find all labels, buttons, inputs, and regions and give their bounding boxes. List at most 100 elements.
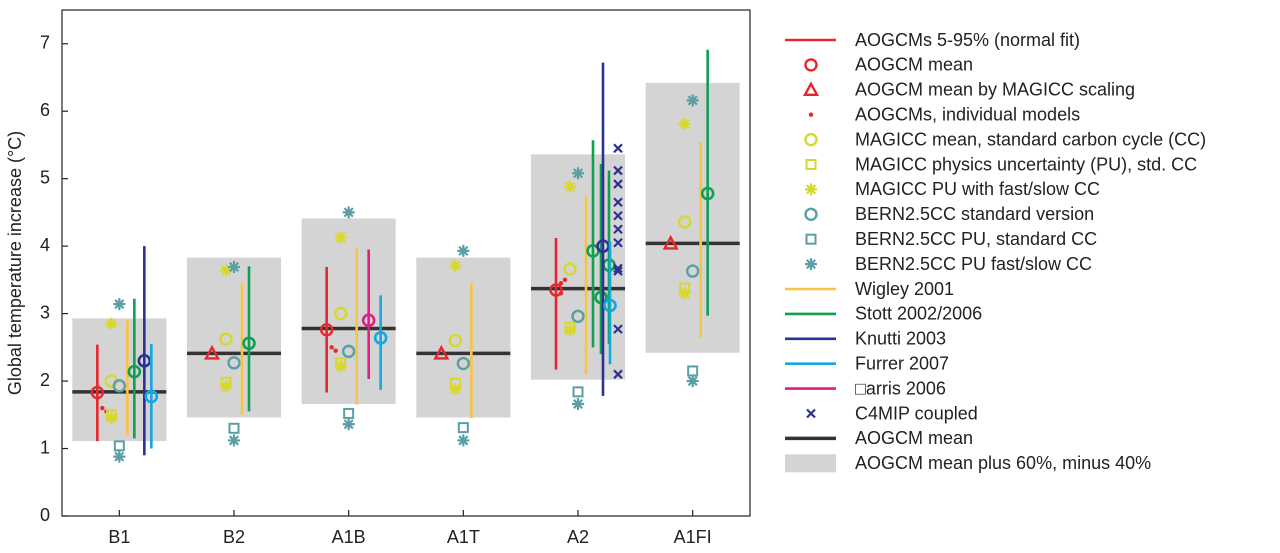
marker (562, 277, 568, 283)
marker (572, 398, 584, 411)
marker (449, 259, 462, 272)
legend-swatch (804, 58, 818, 72)
marker (228, 434, 240, 447)
legend-item: AOGCMs, individual models (808, 104, 1080, 124)
legend-item: Wigley 2001 (785, 279, 954, 299)
legend-swatch (804, 207, 818, 222)
range-mean (594, 290, 608, 305)
legend-swatch (808, 112, 814, 117)
marker (228, 422, 240, 434)
plot-frame (61, 9, 751, 517)
legend-swatch (805, 183, 817, 196)
legend-item: Knutti 2003 (785, 329, 946, 349)
marker (457, 244, 470, 257)
y-tick-label: 3 (40, 302, 50, 322)
range-mean (361, 313, 376, 328)
legend-item: MAGICC physics uncertainty (PU), std. CC (805, 154, 1197, 174)
range-mean (373, 331, 388, 345)
marker (100, 405, 105, 411)
legend-swatch (804, 132, 818, 147)
marker (558, 291, 564, 296)
marker (220, 380, 232, 393)
range-box (186, 257, 282, 418)
marker (334, 231, 347, 244)
marker (613, 179, 623, 189)
marker (105, 412, 118, 425)
marker (613, 210, 623, 221)
marker (613, 237, 623, 248)
y-tick-label: 0 (40, 505, 50, 525)
legend-item: BERN2.5CC PU fast/slow CC (805, 254, 1092, 274)
marker (333, 306, 348, 321)
marker (219, 332, 233, 346)
marker (329, 345, 334, 350)
legend-item: C4MIP coupled (806, 403, 978, 423)
legend-label: BERN2.5CC PU fast/slow CC (855, 254, 1092, 274)
marker (685, 264, 700, 278)
legend-item: MAGICC PU with fast/slow CC (805, 179, 1100, 199)
legend-label: Stott 2002/2006 (855, 304, 982, 324)
marker (613, 324, 623, 334)
legend-label: Furrer 2007 (855, 353, 949, 373)
x-tick-label: A2 (567, 527, 589, 547)
marker (571, 309, 585, 323)
marker (456, 356, 471, 371)
marker (319, 323, 334, 337)
marker (448, 333, 463, 348)
range-box (645, 82, 740, 353)
marker (112, 379, 127, 393)
marker (613, 143, 623, 154)
marker (613, 224, 623, 235)
marker (203, 344, 221, 360)
marker (613, 266, 623, 276)
legend-swatch (802, 81, 820, 96)
marker (563, 262, 577, 276)
marker (687, 365, 699, 377)
y-axis-label: Global temperature increase (°C) (5, 131, 25, 395)
legend-item: AOGCM mean (785, 428, 973, 448)
legend-item: AOGCM mean plus 60%, minus 40% (785, 453, 1151, 473)
marker (572, 167, 584, 180)
x-tick-label: A1FI (674, 527, 712, 547)
y-tick-label: 7 (40, 32, 50, 52)
marker (333, 348, 338, 353)
marker (572, 386, 584, 398)
marker (227, 356, 241, 370)
legend-label: MAGICC mean, standard carbon cycle (CC) (855, 129, 1206, 149)
marker (342, 418, 355, 431)
y-tick-label: 4 (40, 235, 50, 255)
marker (613, 165, 623, 176)
legend-swatch (805, 233, 817, 245)
x-tick-label: B1 (108, 527, 130, 547)
range-mean (700, 186, 715, 201)
marker (228, 261, 240, 274)
range-box (416, 257, 511, 418)
legend-label: AOGCM mean (855, 428, 973, 448)
legend-item: MAGICC mean, standard carbon cycle (CC) (804, 129, 1206, 149)
marker (558, 281, 564, 286)
range-mean (144, 389, 159, 404)
x-tick-label: B2 (223, 527, 245, 547)
marker (686, 375, 699, 388)
legend-label: Wigley 2001 (855, 279, 954, 299)
y-tick-label: 1 (40, 437, 50, 457)
legend-swatch (805, 258, 817, 271)
marker (105, 317, 118, 330)
legend-item: Stott 2002/2006 (785, 304, 982, 324)
legend-label: MAGICC PU with fast/slow CC (855, 179, 1100, 199)
legend-item: Furrer 2007 (785, 353, 949, 373)
legend-swatch (805, 159, 817, 170)
marker (433, 344, 450, 360)
marker (457, 434, 470, 447)
marker (220, 264, 232, 277)
legend-label: AOGCMs 5-95% (normal fit) (855, 30, 1080, 50)
marker (113, 298, 126, 311)
marker (678, 287, 691, 300)
marker (686, 94, 699, 107)
marker (613, 369, 623, 380)
legend-label: AOGCM mean (855, 55, 973, 75)
legend-label: AOGCM mean by MAGICC scaling (855, 80, 1135, 100)
y-tick-label: 6 (40, 100, 50, 120)
legend-label: AOGCM mean plus 60%, minus 40% (855, 453, 1151, 473)
